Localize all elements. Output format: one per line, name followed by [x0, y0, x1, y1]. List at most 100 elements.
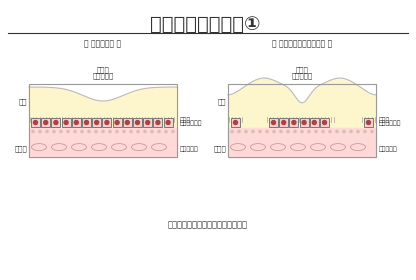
- Circle shape: [294, 130, 296, 133]
- Text: ＜ 正常な状態 ＞: ＜ 正常な状態 ＞: [84, 39, 121, 48]
- Text: 網膜色素上皮: 網膜色素上皮: [379, 120, 401, 126]
- Circle shape: [74, 130, 76, 133]
- Circle shape: [156, 120, 160, 125]
- Bar: [113, 118, 121, 127]
- Bar: [228, 84, 376, 157]
- Circle shape: [115, 120, 119, 125]
- Bar: [364, 118, 373, 127]
- Circle shape: [357, 130, 359, 133]
- Circle shape: [39, 130, 41, 133]
- Circle shape: [287, 130, 289, 133]
- Circle shape: [371, 130, 373, 133]
- Bar: [231, 118, 240, 127]
- Bar: [102, 118, 111, 127]
- Bar: [163, 118, 173, 127]
- Circle shape: [308, 130, 310, 133]
- Circle shape: [166, 120, 170, 125]
- Text: 脈絡膜血管: 脈絡膜血管: [180, 146, 199, 152]
- Ellipse shape: [111, 144, 126, 151]
- Bar: [154, 118, 162, 127]
- Circle shape: [151, 130, 153, 133]
- Ellipse shape: [250, 144, 265, 151]
- Bar: [228, 117, 376, 128]
- Circle shape: [259, 130, 261, 133]
- Circle shape: [282, 120, 286, 125]
- Text: 中心窩: 中心窩: [296, 67, 308, 73]
- Ellipse shape: [72, 144, 87, 151]
- Circle shape: [343, 130, 345, 133]
- Bar: [31, 118, 40, 127]
- Circle shape: [165, 130, 167, 133]
- Circle shape: [44, 120, 48, 125]
- Text: 網膜: 網膜: [218, 99, 226, 105]
- Circle shape: [322, 120, 327, 125]
- Circle shape: [102, 130, 104, 133]
- Bar: [29, 84, 177, 157]
- Bar: [82, 118, 91, 127]
- Circle shape: [266, 130, 268, 133]
- Ellipse shape: [330, 144, 346, 151]
- Circle shape: [137, 130, 139, 133]
- Text: （黄斑部）: （黄斑部）: [291, 73, 313, 79]
- Text: 網膜色素上皮: 網膜色素上皮: [180, 120, 203, 126]
- Bar: [279, 118, 288, 127]
- Circle shape: [74, 120, 78, 125]
- Ellipse shape: [131, 144, 146, 151]
- Bar: [123, 118, 132, 127]
- Circle shape: [322, 130, 324, 133]
- Ellipse shape: [351, 144, 366, 151]
- Bar: [143, 118, 152, 127]
- Ellipse shape: [52, 144, 67, 151]
- Bar: [29, 128, 177, 135]
- Circle shape: [144, 130, 146, 133]
- Bar: [29, 82, 177, 117]
- Text: ＜ 萎縮型加齢黄斑変性症 ＞: ＜ 萎縮型加齢黄斑変性症 ＞: [272, 39, 332, 48]
- Circle shape: [292, 120, 296, 125]
- Bar: [52, 118, 60, 127]
- Bar: [92, 118, 101, 127]
- Text: 黄斑の組織が加齢とともに委縮する: 黄斑の組織が加齢とともに委縮する: [168, 221, 248, 230]
- Circle shape: [158, 130, 160, 133]
- Circle shape: [60, 130, 62, 133]
- Circle shape: [105, 120, 109, 125]
- Text: 脈絡膜: 脈絡膜: [14, 146, 27, 152]
- Text: 視細胞: 視細胞: [379, 117, 390, 123]
- Circle shape: [231, 130, 233, 133]
- Circle shape: [125, 120, 129, 125]
- Circle shape: [364, 130, 366, 133]
- Ellipse shape: [151, 144, 166, 151]
- Ellipse shape: [290, 144, 305, 151]
- Ellipse shape: [270, 144, 285, 151]
- Circle shape: [54, 120, 58, 125]
- Bar: [228, 82, 376, 117]
- Bar: [72, 118, 81, 127]
- Circle shape: [245, 130, 247, 133]
- Circle shape: [123, 130, 125, 133]
- Bar: [228, 128, 376, 135]
- Circle shape: [34, 120, 37, 125]
- Circle shape: [280, 130, 282, 133]
- Circle shape: [88, 130, 90, 133]
- Circle shape: [109, 130, 111, 133]
- Bar: [269, 118, 278, 127]
- Bar: [228, 135, 376, 157]
- Circle shape: [130, 130, 132, 133]
- Circle shape: [32, 130, 34, 133]
- Ellipse shape: [92, 144, 106, 151]
- Circle shape: [329, 130, 331, 133]
- Bar: [300, 118, 309, 127]
- Circle shape: [84, 120, 89, 125]
- Text: 網膜: 網膜: [18, 99, 27, 105]
- Circle shape: [336, 130, 338, 133]
- Circle shape: [233, 120, 238, 125]
- Text: 中心窩: 中心窩: [97, 67, 109, 73]
- Circle shape: [315, 130, 317, 133]
- Ellipse shape: [32, 144, 47, 151]
- Bar: [310, 118, 319, 127]
- Circle shape: [272, 120, 275, 125]
- Circle shape: [301, 130, 303, 133]
- Bar: [290, 118, 298, 127]
- Circle shape: [136, 120, 139, 125]
- Circle shape: [273, 130, 275, 133]
- Circle shape: [252, 130, 254, 133]
